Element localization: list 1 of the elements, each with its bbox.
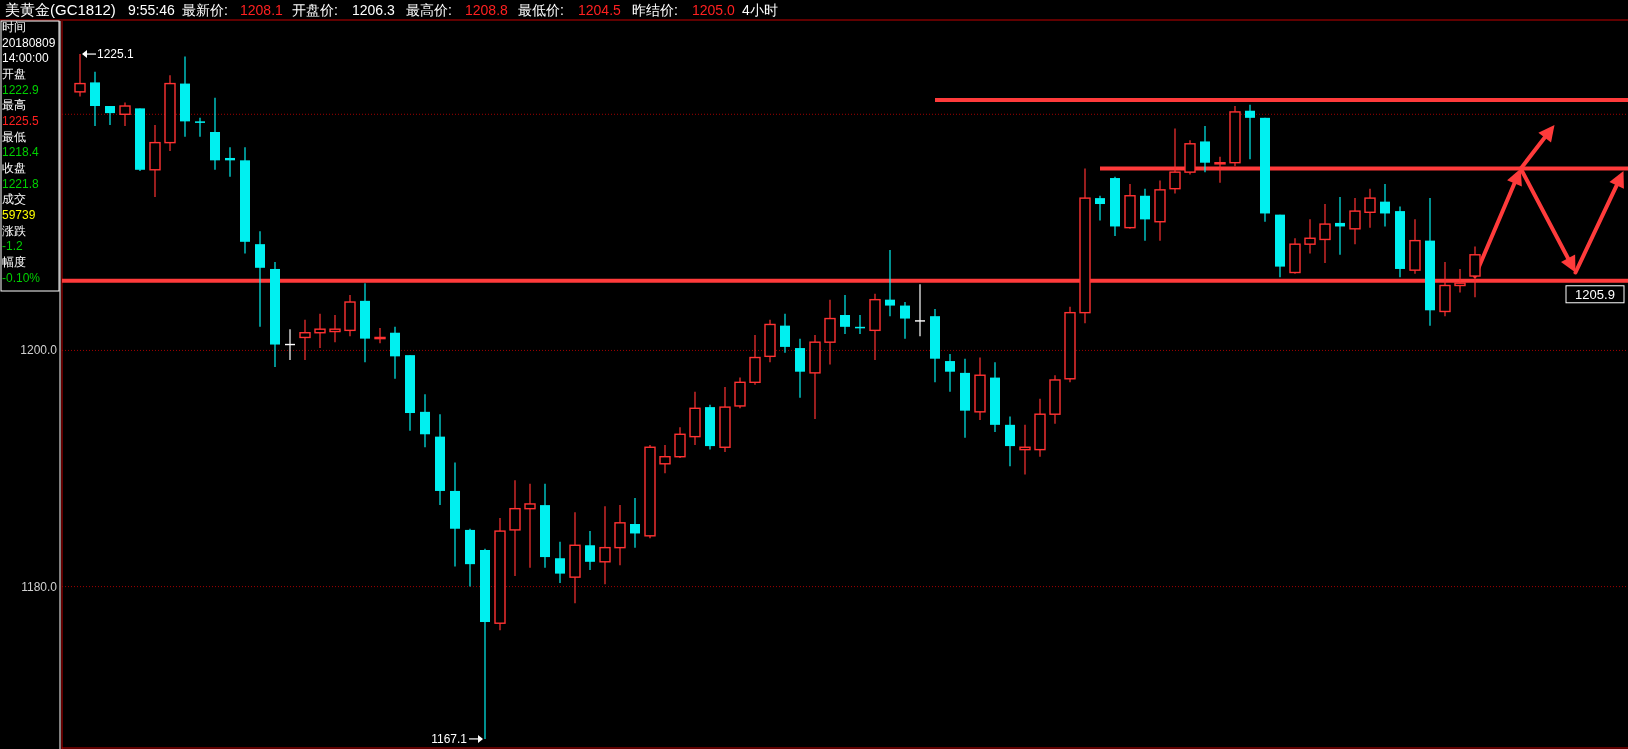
title: 美黄金(GC1812) [5,1,116,18]
